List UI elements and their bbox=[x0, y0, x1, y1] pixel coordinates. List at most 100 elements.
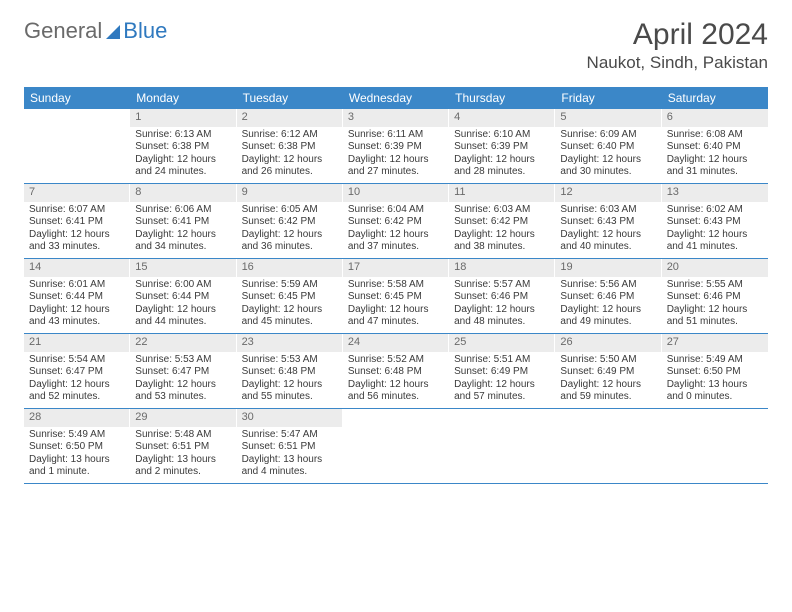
day-cell: 11Sunrise: 6:03 AMSunset: 6:42 PMDayligh… bbox=[449, 184, 555, 258]
daylight-text: Daylight: 13 hours and 2 minutes. bbox=[135, 454, 231, 479]
title-block: April 2024 Naukot, Sindh, Pakistan bbox=[587, 18, 768, 73]
brand-part2: Blue bbox=[123, 18, 167, 44]
day-cell bbox=[555, 409, 661, 483]
daylight-text: Daylight: 12 hours and 53 minutes. bbox=[135, 379, 231, 404]
day-number: 28 bbox=[24, 409, 130, 427]
sunrise-text: Sunrise: 5:49 AM bbox=[667, 354, 763, 367]
sunset-text: Sunset: 6:39 PM bbox=[348, 141, 444, 154]
day-body: Sunrise: 6:07 AMSunset: 6:41 PMDaylight:… bbox=[24, 202, 130, 258]
sunrise-text: Sunrise: 5:53 AM bbox=[135, 354, 231, 367]
sunrise-text: Sunrise: 6:08 AM bbox=[667, 129, 763, 142]
sunset-text: Sunset: 6:48 PM bbox=[348, 366, 444, 379]
daylight-text: Daylight: 12 hours and 49 minutes. bbox=[560, 304, 656, 329]
day-body: Sunrise: 6:09 AMSunset: 6:40 PMDaylight:… bbox=[555, 127, 661, 183]
sunrise-text: Sunrise: 5:54 AM bbox=[29, 354, 125, 367]
dow-tuesday: Tuesday bbox=[237, 87, 343, 109]
daylight-text: Daylight: 12 hours and 45 minutes. bbox=[242, 304, 338, 329]
sunset-text: Sunset: 6:49 PM bbox=[560, 366, 656, 379]
day-number: 16 bbox=[237, 259, 343, 277]
sunrise-text: Sunrise: 6:01 AM bbox=[29, 279, 125, 292]
sunrise-text: Sunrise: 6:10 AM bbox=[454, 129, 550, 142]
sunset-text: Sunset: 6:43 PM bbox=[560, 216, 656, 229]
day-body bbox=[24, 127, 130, 133]
day-cell: 5Sunrise: 6:09 AMSunset: 6:40 PMDaylight… bbox=[555, 109, 661, 183]
dow-monday: Monday bbox=[130, 87, 236, 109]
sunrise-text: Sunrise: 6:05 AM bbox=[242, 204, 338, 217]
day-body: Sunrise: 5:58 AMSunset: 6:45 PMDaylight:… bbox=[343, 277, 449, 333]
sunset-text: Sunset: 6:49 PM bbox=[454, 366, 550, 379]
sunset-text: Sunset: 6:46 PM bbox=[560, 291, 656, 304]
sunset-text: Sunset: 6:42 PM bbox=[242, 216, 338, 229]
day-body: Sunrise: 5:53 AMSunset: 6:48 PMDaylight:… bbox=[237, 352, 343, 408]
day-body: Sunrise: 6:05 AMSunset: 6:42 PMDaylight:… bbox=[237, 202, 343, 258]
dow-friday: Friday bbox=[555, 87, 661, 109]
daylight-text: Daylight: 12 hours and 28 minutes. bbox=[454, 154, 550, 179]
day-body: Sunrise: 5:57 AMSunset: 6:46 PMDaylight:… bbox=[449, 277, 555, 333]
day-cell: 29Sunrise: 5:48 AMSunset: 6:51 PMDayligh… bbox=[130, 409, 236, 483]
day-number bbox=[343, 409, 449, 427]
day-cell: 20Sunrise: 5:55 AMSunset: 6:46 PMDayligh… bbox=[662, 259, 768, 333]
sunset-text: Sunset: 6:40 PM bbox=[667, 141, 763, 154]
day-body: Sunrise: 5:50 AMSunset: 6:49 PMDaylight:… bbox=[555, 352, 661, 408]
week-row: 14Sunrise: 6:01 AMSunset: 6:44 PMDayligh… bbox=[24, 259, 768, 334]
day-cell: 16Sunrise: 5:59 AMSunset: 6:45 PMDayligh… bbox=[237, 259, 343, 333]
sunrise-text: Sunrise: 6:00 AM bbox=[135, 279, 231, 292]
daylight-text: Daylight: 12 hours and 43 minutes. bbox=[29, 304, 125, 329]
sunset-text: Sunset: 6:39 PM bbox=[454, 141, 550, 154]
sunset-text: Sunset: 6:51 PM bbox=[135, 441, 231, 454]
daylight-text: Daylight: 13 hours and 0 minutes. bbox=[667, 379, 763, 404]
day-cell: 27Sunrise: 5:49 AMSunset: 6:50 PMDayligh… bbox=[662, 334, 768, 408]
daylight-text: Daylight: 12 hours and 40 minutes. bbox=[560, 229, 656, 254]
sunset-text: Sunset: 6:44 PM bbox=[29, 291, 125, 304]
day-number: 10 bbox=[343, 184, 449, 202]
day-cell: 24Sunrise: 5:52 AMSunset: 6:48 PMDayligh… bbox=[343, 334, 449, 408]
day-body: Sunrise: 6:08 AMSunset: 6:40 PMDaylight:… bbox=[662, 127, 768, 183]
sunrise-text: Sunrise: 5:48 AM bbox=[135, 429, 231, 442]
header: General Blue April 2024 Naukot, Sindh, P… bbox=[24, 18, 768, 73]
day-body: Sunrise: 5:53 AMSunset: 6:47 PMDaylight:… bbox=[130, 352, 236, 408]
day-body: Sunrise: 5:48 AMSunset: 6:51 PMDaylight:… bbox=[130, 427, 236, 483]
daylight-text: Daylight: 12 hours and 59 minutes. bbox=[560, 379, 656, 404]
day-cell: 10Sunrise: 6:04 AMSunset: 6:42 PMDayligh… bbox=[343, 184, 449, 258]
daylight-text: Daylight: 12 hours and 44 minutes. bbox=[135, 304, 231, 329]
sunrise-text: Sunrise: 5:53 AM bbox=[242, 354, 338, 367]
sunset-text: Sunset: 6:51 PM bbox=[242, 441, 338, 454]
sunset-text: Sunset: 6:41 PM bbox=[135, 216, 231, 229]
sunset-text: Sunset: 6:38 PM bbox=[242, 141, 338, 154]
day-body: Sunrise: 6:12 AMSunset: 6:38 PMDaylight:… bbox=[237, 127, 343, 183]
daylight-text: Daylight: 12 hours and 34 minutes. bbox=[135, 229, 231, 254]
sunrise-text: Sunrise: 5:47 AM bbox=[242, 429, 338, 442]
daylight-text: Daylight: 12 hours and 31 minutes. bbox=[667, 154, 763, 179]
day-body bbox=[662, 427, 768, 433]
sunset-text: Sunset: 6:50 PM bbox=[29, 441, 125, 454]
brand-part1: General bbox=[24, 18, 102, 44]
daylight-text: Daylight: 12 hours and 51 minutes. bbox=[667, 304, 763, 329]
day-number: 23 bbox=[237, 334, 343, 352]
week-row: 7Sunrise: 6:07 AMSunset: 6:41 PMDaylight… bbox=[24, 184, 768, 259]
day-cell: 9Sunrise: 6:05 AMSunset: 6:42 PMDaylight… bbox=[237, 184, 343, 258]
day-cell: 7Sunrise: 6:07 AMSunset: 6:41 PMDaylight… bbox=[24, 184, 130, 258]
daylight-text: Daylight: 12 hours and 26 minutes. bbox=[242, 154, 338, 179]
day-number: 9 bbox=[237, 184, 343, 202]
daylight-text: Daylight: 12 hours and 56 minutes. bbox=[348, 379, 444, 404]
sunrise-text: Sunrise: 6:03 AM bbox=[454, 204, 550, 217]
day-body: Sunrise: 5:59 AMSunset: 6:45 PMDaylight:… bbox=[237, 277, 343, 333]
day-body: Sunrise: 6:01 AMSunset: 6:44 PMDaylight:… bbox=[24, 277, 130, 333]
day-number: 4 bbox=[449, 109, 555, 127]
day-number bbox=[662, 409, 768, 427]
sunrise-text: Sunrise: 5:51 AM bbox=[454, 354, 550, 367]
daylight-text: Daylight: 12 hours and 24 minutes. bbox=[135, 154, 231, 179]
sunrise-text: Sunrise: 5:55 AM bbox=[667, 279, 763, 292]
day-cell: 22Sunrise: 5:53 AMSunset: 6:47 PMDayligh… bbox=[130, 334, 236, 408]
day-number: 8 bbox=[130, 184, 236, 202]
day-number: 25 bbox=[449, 334, 555, 352]
daylight-text: Daylight: 12 hours and 27 minutes. bbox=[348, 154, 444, 179]
sunrise-text: Sunrise: 5:59 AM bbox=[242, 279, 338, 292]
day-number: 12 bbox=[555, 184, 661, 202]
day-number: 17 bbox=[343, 259, 449, 277]
day-number: 13 bbox=[662, 184, 768, 202]
day-number: 1 bbox=[130, 109, 236, 127]
daylight-text: Daylight: 12 hours and 48 minutes. bbox=[454, 304, 550, 329]
day-cell: 19Sunrise: 5:56 AMSunset: 6:46 PMDayligh… bbox=[555, 259, 661, 333]
triangle-icon bbox=[106, 25, 120, 39]
